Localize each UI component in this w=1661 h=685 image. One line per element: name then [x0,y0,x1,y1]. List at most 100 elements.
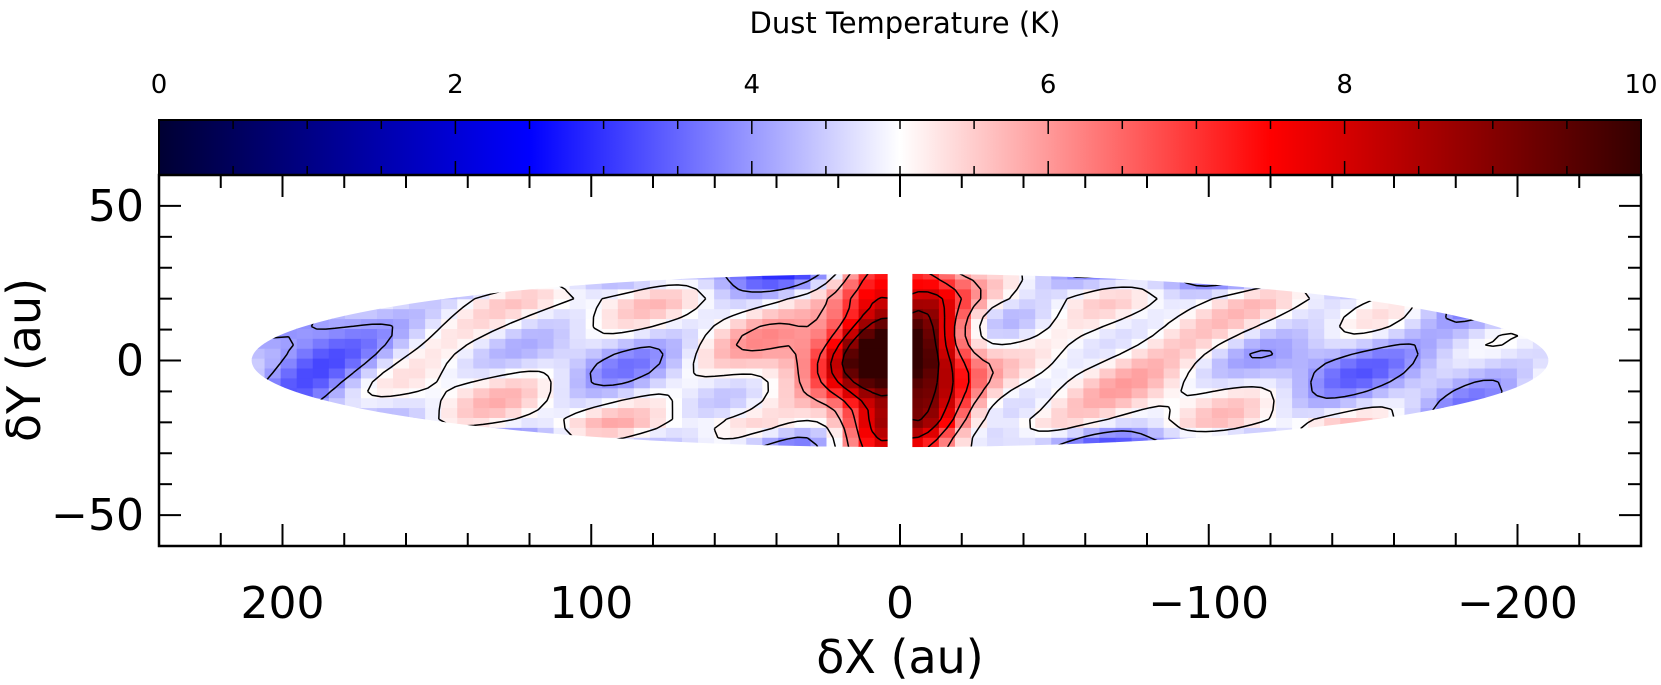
heatmap-cell [841,348,859,359]
heatmap-cell [328,387,345,399]
heatmap-cell [1452,387,1469,399]
heatmap-cell [376,358,394,369]
heatmap-cell [344,318,361,329]
heatmap-cell [360,308,377,320]
heatmap-cell [665,348,683,359]
heatmap-cell [633,407,650,418]
heatmap-cell [1098,338,1116,349]
heatmap-cell [1114,407,1132,418]
heatmap-cell [1002,397,1020,409]
heatmap-cell [1195,338,1212,349]
heatmap-cell [360,417,377,428]
heatmap-cell [1291,427,1309,438]
heatmap-cell [1532,308,1549,320]
heatmap-cell [1227,417,1244,428]
heatmap-cell [1307,407,1325,418]
heatmap-cell [1371,288,1389,300]
heatmap-cell [1179,407,1196,418]
heatmap-cell [1114,367,1132,379]
heatmap-cell [408,328,426,339]
heatmap-cell [1516,278,1533,290]
heatmap-cell [280,377,297,389]
heatmap-cell [1435,273,1453,280]
heatmap-cell [938,308,955,320]
heatmap-cell [874,377,891,389]
heatmap-cell [392,397,410,409]
heatmap-cell [376,397,394,409]
heatmap-cell [1419,318,1437,329]
heatmap-cell [1339,387,1357,399]
heatmap-cell [520,358,538,369]
heatmap-cell [841,427,859,438]
heatmap-cell [536,437,554,448]
heatmap-cell [970,288,988,300]
heatmap-cell [312,387,329,399]
heatmap-cell [520,377,538,389]
heatmap-cell [408,278,426,290]
heatmap-cell [1323,437,1341,448]
heatmap-cell [296,387,313,399]
heatmap-cell [1114,427,1132,438]
colorbar-ticks [232,120,1568,175]
heatmap-cell [874,358,891,369]
heatmap-cell [970,298,988,310]
heatmap-cell [1066,367,1084,379]
y-axis-ticks [159,204,1641,517]
heatmap-cell [504,338,522,349]
heatmap-cell [1532,288,1549,300]
heatmap-cell [392,288,410,300]
heatmap-cell [858,367,875,379]
heatmap-cell [536,298,554,310]
heatmap-cell [1387,437,1405,448]
heatmap-cell [938,377,955,389]
heatmap-cell [408,288,426,300]
heatmap-cell [1082,407,1100,418]
heatmap-cell [1307,308,1325,320]
heatmap-cell [1098,273,1116,280]
x-tick-label: −200 [1457,578,1578,629]
heatmap-cell [569,417,586,428]
heatmap-cell [408,318,426,329]
heatmap-cell [713,278,731,290]
heatmap-cell [665,427,683,438]
heatmap-cell [376,288,394,300]
heatmap-cell [408,427,426,438]
heatmap-cell [424,318,442,329]
heatmap-cell [1002,367,1020,379]
heatmap-cell [825,367,843,379]
heatmap-cell [1098,318,1116,329]
heatmap-cell [376,298,394,310]
heatmap-cell [665,278,683,290]
heatmap-cell [1339,288,1357,300]
heatmap-cell [1387,417,1405,428]
heatmap-cell [1050,377,1068,389]
heatmap-cell [328,397,345,409]
heatmap-cell [601,318,618,329]
heatmap-cell [1147,308,1164,320]
heatmap-cell [1452,348,1469,359]
heatmap-cell [488,427,506,438]
heatmap-cell [1371,367,1389,379]
heatmap-cell [1114,328,1132,339]
heatmap-cell [713,328,731,339]
heatmap-cell [617,358,634,369]
heatmap-cell [1050,437,1068,448]
heatmap-cell [1163,367,1180,379]
heatmap-cell [1307,427,1325,438]
heatmap-cell [649,298,666,310]
heatmap-cell [1066,358,1084,369]
heatmap-cell [1147,397,1164,409]
heatmap-cell [280,288,297,300]
heatmap-cell [569,367,586,379]
heatmap-cell [713,437,731,448]
heatmap-cell [633,273,650,280]
heatmap-cell [938,387,955,399]
heatmap-cell [1307,348,1325,359]
heatmap-cell [601,278,618,290]
heatmap-cell [1034,278,1052,290]
heatmap-cell [585,437,602,448]
heatmap-cell [793,288,811,300]
heatmap-cell [697,328,715,339]
heatmap-cell [1066,407,1084,418]
heatmap-cell [344,377,361,389]
